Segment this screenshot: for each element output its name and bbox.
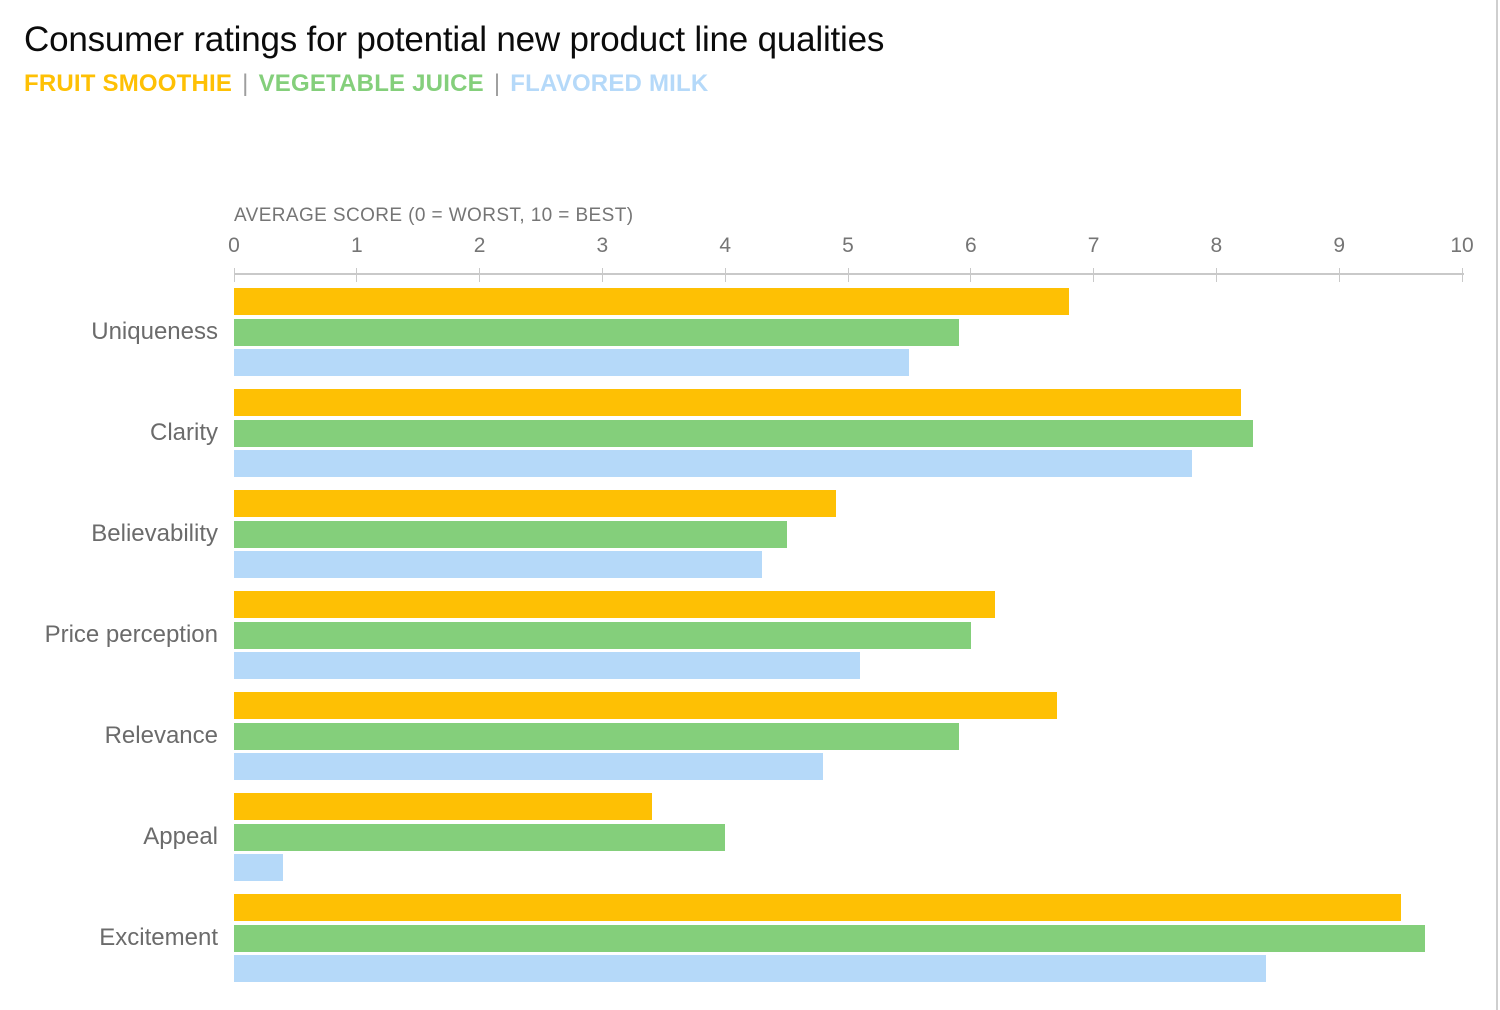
category-label-price-perception: Price perception — [44, 621, 218, 648]
axis-tick-label: 1 — [350, 234, 363, 257]
bar-fruit-smoothie-clarity — [234, 389, 1241, 416]
x-axis-line — [234, 273, 1464, 275]
legend-separator: | — [242, 70, 249, 97]
bar-fruit-smoothie-uniqueness — [234, 288, 1070, 315]
axis-tick-mark — [601, 268, 603, 282]
axis-tick-mark — [1215, 268, 1217, 282]
bar-flavored-milk-relevance — [234, 753, 824, 780]
bar-vegetable-juice-excitement — [234, 924, 1426, 952]
bar-flavored-milk-uniqueness — [234, 349, 910, 376]
legend-separator: | — [493, 70, 501, 97]
axis-tick-label: 8 — [1210, 234, 1223, 257]
axis-tick-label: 9 — [1333, 234, 1346, 257]
axis-tick-label: 4 — [719, 234, 732, 257]
axis-tick-mark — [970, 268, 972, 282]
bar-fruit-smoothie-appeal — [234, 793, 652, 820]
bar-flavored-milk-excitement — [234, 955, 1266, 982]
bar-flavored-milk-clarity — [234, 450, 1192, 477]
axis-tick-label: 3 — [596, 234, 609, 257]
category-label-believability: Believability — [91, 520, 218, 547]
bar-flavored-milk-appeal — [234, 854, 284, 881]
bar-vegetable-juice-uniqueness — [234, 318, 959, 346]
bar-vegetable-juice-relevance — [234, 722, 959, 750]
axis-tick-mark — [847, 268, 849, 282]
axis-tick-mark — [1461, 268, 1463, 282]
category-label-uniqueness: Uniqueness — [91, 318, 218, 345]
legend-item-fruit-smoothie: FRUIT SMOOTHIE — [24, 70, 233, 97]
category-label-excitement: Excitement — [99, 924, 218, 951]
legend-item-flavored-milk: FLAVORED MILK — [510, 70, 709, 97]
axis-tick-mark — [356, 268, 358, 282]
axis-tick-mark — [233, 268, 235, 282]
legend-item-vegetable-juice: VEGETABLE JUICE — [258, 70, 484, 97]
axis-tick-label: 0 — [228, 234, 240, 257]
axis-tick-label: 10 — [1450, 234, 1474, 257]
bar-vegetable-juice-appeal — [234, 823, 726, 851]
bar-vegetable-juice-clarity — [234, 419, 1254, 447]
axis-tick-label: 5 — [842, 234, 854, 257]
axis-title: AVERAGE SCORE (0 = WORST, 10 = BEST) — [234, 205, 634, 226]
bar-fruit-smoothie-relevance — [234, 692, 1057, 719]
axis-tick-mark — [724, 268, 726, 282]
chart-title: Consumer ratings for potential new produ… — [24, 20, 885, 59]
axis-tick-mark — [1338, 268, 1340, 282]
axis-tick-label: 2 — [473, 234, 486, 257]
axis-tick-mark — [479, 268, 481, 282]
axis-tick-mark — [1093, 268, 1095, 282]
category-label-appeal: Appeal — [143, 823, 218, 850]
bar-fruit-smoothie-price-perception — [234, 591, 996, 618]
axis-tick-label: 7 — [1087, 234, 1100, 257]
bar-flavored-milk-believability — [234, 551, 763, 578]
bar-fruit-smoothie-believability — [234, 490, 836, 517]
category-label-clarity: Clarity — [149, 419, 218, 446]
legend: FRUIT SMOOTHIE | VEGETABLE JUICE | FLAVORED … — [24, 70, 708, 99]
category-label-relevance: Relevance — [104, 722, 218, 749]
bar-vegetable-juice-believability — [234, 520, 787, 548]
screen-right-edge-line — [1496, 0, 1498, 1010]
bar-vegetable-juice-price-perception — [234, 621, 971, 649]
bar-fruit-smoothie-excitement — [234, 894, 1401, 921]
axis-tick-label: 6 — [964, 234, 977, 257]
bar-flavored-milk-price-perception — [234, 652, 861, 679]
